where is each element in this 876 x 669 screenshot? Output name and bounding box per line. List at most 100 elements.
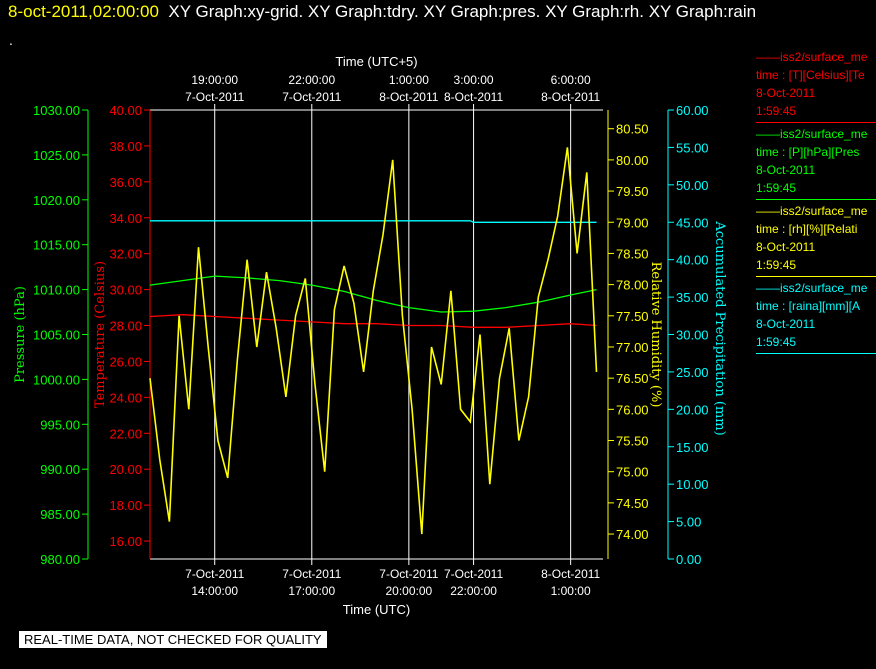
x-tick-label-top: 7-Oct-2011 bbox=[185, 90, 244, 104]
temperature-tick-label: 40.00 bbox=[109, 103, 142, 118]
temperature-tick-label: 20.00 bbox=[109, 462, 142, 477]
temperature-tick-label: 26.00 bbox=[109, 354, 142, 369]
legend-entry-text: 1:59:45 bbox=[756, 335, 797, 349]
humidity-tick-label: 80.50 bbox=[616, 122, 649, 137]
x-tick-label-top: 8-Oct-2011 bbox=[379, 90, 438, 104]
legend-entry-text: ——iss2/surface_me bbox=[756, 204, 868, 218]
temperature-tick-label: 30.00 bbox=[109, 283, 142, 298]
legend-entry-text: time : [rh][%][Relati bbox=[756, 222, 858, 236]
humidity-tick-label: 77.00 bbox=[616, 340, 649, 355]
x-tick-label-top: 22:00:00 bbox=[288, 73, 335, 87]
x-tick-label-bottom: 22:00:00 bbox=[450, 584, 497, 598]
x-tick-label-bottom: 1:00:00 bbox=[551, 584, 591, 598]
legend-entry-text: ——iss2/surface_me bbox=[756, 127, 868, 141]
pressure-tick-label: 1020.00 bbox=[33, 193, 80, 208]
precipitation-tick-label: 25.00 bbox=[676, 365, 709, 380]
humidity-tick-label: 77.50 bbox=[616, 309, 649, 324]
disclaimer-banner: REAL-TIME DATA, NOT CHECKED FOR QUALITY bbox=[19, 631, 327, 648]
pressure-tick-label: 1025.00 bbox=[33, 148, 80, 163]
header-dot: . bbox=[9, 32, 13, 48]
humidity-tick-label: 75.00 bbox=[616, 465, 649, 480]
precipitation-tick-label: 0.00 bbox=[676, 552, 701, 567]
x-tick-label-top: 7-Oct-2011 bbox=[282, 90, 341, 104]
pressure-tick-label: 1015.00 bbox=[33, 238, 80, 253]
precipitation-series-line bbox=[150, 220, 597, 223]
temperature-series-line bbox=[149, 314, 597, 328]
precipitation-tick-label: 30.00 bbox=[676, 328, 709, 343]
pressure-axis-label: Pressure (hPa) bbox=[13, 286, 28, 383]
temperature-tick-label: 22.00 bbox=[109, 426, 142, 441]
pressure-tick-label: 985.00 bbox=[40, 507, 80, 522]
humidity-tick-label: 74.50 bbox=[616, 496, 649, 511]
temperature-tick-label: 18.00 bbox=[109, 498, 142, 513]
humidity-tick-label: 79.50 bbox=[616, 184, 649, 199]
precipitation-tick-label: 45.00 bbox=[676, 215, 709, 230]
legend-entry-text: 8-Oct-2011 bbox=[756, 317, 816, 331]
temperature-tick-label: 32.00 bbox=[109, 247, 142, 262]
temperature-tick-label: 28.00 bbox=[109, 319, 142, 334]
temperature-tick-label: 24.00 bbox=[109, 390, 142, 405]
precipitation-tick-label: 15.00 bbox=[676, 440, 709, 455]
axes bbox=[82, 104, 674, 565]
legend-entry-text: 8-Oct-2011 bbox=[756, 86, 816, 100]
x-tick-label-bottom: 8-Oct-2011 bbox=[541, 567, 600, 581]
temperature-axis-label: Temperature (Celsius) bbox=[93, 261, 108, 408]
header-date: 8-oct-2011,02:00:00 bbox=[8, 2, 159, 21]
pressure-series-line bbox=[149, 275, 597, 313]
humidity-series-line bbox=[149, 147, 598, 535]
legend-entry-text: ——iss2/surface_me bbox=[756, 50, 868, 64]
precipitation-tick-label: 20.00 bbox=[676, 402, 709, 417]
humidity-tick-label: 79.00 bbox=[616, 215, 649, 230]
temperature-tick-label: 16.00 bbox=[109, 534, 142, 549]
precipitation-axis-label: Accumulated Precipitation (mm) bbox=[712, 220, 727, 435]
legend: ——iss2/surface_me time : [T][Celsius][Te 8… bbox=[756, 48, 876, 356]
x-tick-label-bottom: 7-Oct-2011 bbox=[444, 567, 503, 581]
legend-entry-text: ——iss2/surface_me bbox=[756, 281, 868, 295]
precipitation-tick-label: 35.00 bbox=[676, 290, 709, 305]
legend-entry: ——iss2/surface_me time : [rh][%][Relati 8-… bbox=[756, 202, 876, 277]
x-axis-label-bottom: Time (UTC) bbox=[343, 602, 410, 617]
humidity-tick-label: 78.50 bbox=[616, 246, 649, 261]
pressure-tick-label: 1030.00 bbox=[33, 103, 80, 118]
temperature-tick-label: 36.00 bbox=[109, 175, 142, 190]
pressure-tick-label: 1010.00 bbox=[33, 283, 80, 298]
precipitation-tick-label: 50.00 bbox=[676, 178, 709, 193]
legend-entry-text: 8-Oct-2011 bbox=[756, 163, 816, 177]
x-tick-label-top: 3:00:00 bbox=[454, 73, 494, 87]
x-tick-label-bottom: 14:00:00 bbox=[191, 584, 238, 598]
humidity-tick-label: 76.00 bbox=[616, 402, 649, 417]
legend-entry-text: time : [raina][mm][A bbox=[756, 299, 861, 313]
x-tick-label-bottom: 20:00:00 bbox=[385, 584, 432, 598]
pressure-tick-label: 1000.00 bbox=[33, 372, 80, 387]
header-title: 8-oct-2011,02:00:00 XY Graph:xy-grid. XY… bbox=[8, 2, 756, 22]
legend-entry-text: 1:59:45 bbox=[756, 181, 797, 195]
x-tick-label-bottom: 7-Oct-2011 bbox=[379, 567, 438, 581]
precipitation-tick-label: 55.00 bbox=[676, 140, 709, 155]
humidity-tick-label: 76.50 bbox=[616, 371, 649, 386]
x-tick-label-top: 1:00:00 bbox=[389, 73, 429, 87]
precipitation-tick-label: 5.00 bbox=[676, 515, 701, 530]
x-tick-label-top: 8-Oct-2011 bbox=[541, 90, 600, 104]
pressure-tick-label: 1005.00 bbox=[33, 328, 80, 343]
humidity-tick-label: 80.00 bbox=[616, 153, 649, 168]
humidity-tick-label: 74.00 bbox=[616, 527, 649, 542]
header-graphs: XY Graph:xy-grid. XY Graph:tdry. XY Grap… bbox=[168, 2, 757, 21]
x-tick-label-top: 8-Oct-2011 bbox=[444, 90, 503, 104]
pressure-tick-label: 980.00 bbox=[40, 552, 80, 567]
x-tick-label-top: 6:00:00 bbox=[551, 73, 591, 87]
legend-entry-text: time : [T][Celsius][Te bbox=[756, 68, 865, 82]
temperature-tick-label: 38.00 bbox=[109, 139, 142, 154]
precipitation-tick-label: 60.00 bbox=[676, 103, 709, 118]
x-axis-label-top: Time (UTC+5) bbox=[335, 54, 417, 69]
x-tick-label-bottom: 7-Oct-2011 bbox=[282, 567, 341, 581]
humidity-tick-label: 78.00 bbox=[616, 278, 649, 293]
x-tick-label-bottom: 17:00:00 bbox=[288, 584, 335, 598]
x-tick-label-top: 19:00:00 bbox=[191, 73, 238, 87]
pressure-tick-label: 995.00 bbox=[40, 417, 80, 432]
precipitation-tick-label: 40.00 bbox=[676, 253, 709, 268]
axis-labels: 7-Oct-2011 14:00:00 7-Oct-2011 17:00:00 7-Oc… bbox=[13, 54, 727, 617]
legend-entry-text: time : [P][hPa][Pres bbox=[756, 145, 860, 159]
